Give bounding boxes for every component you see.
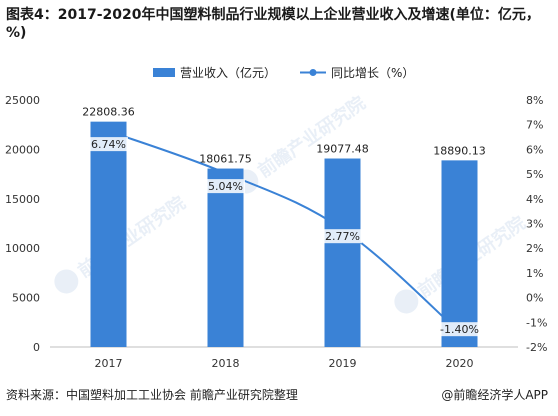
bar-value-label: 18061.75: [199, 153, 252, 166]
y-right-tick-label: 8%: [526, 94, 543, 107]
bar-value-label: 22808.36: [82, 106, 135, 119]
bar-value-label: 19077.48: [316, 143, 369, 156]
y-right-tick-label: 4%: [526, 193, 543, 206]
y-right-tick-label: 7%: [526, 119, 543, 132]
y-right-tick-label: 1%: [526, 267, 543, 280]
bar-2018: [207, 168, 244, 347]
y-right-tick-label: 0%: [526, 292, 543, 305]
growth-point-2018: [222, 169, 229, 177]
y-right-tick-label: 3%: [526, 218, 543, 231]
line-label-bg: [436, 322, 483, 337]
chart-title: 图表4：2017-2020年中国塑料制品行业规模以上企业营业收入及增速(单位：亿…: [6, 7, 540, 41]
line-value-label: -1.40%: [440, 323, 479, 336]
y-left-tick-label: 25000: [5, 94, 40, 107]
source-text: 资料来源：中国塑料加工工业协会 前瞻产业研究院整理: [6, 388, 298, 402]
y-left-tick-label: 20000: [5, 143, 40, 156]
line-label-bg: [89, 137, 128, 152]
line-value-label: 6.74%: [91, 138, 126, 151]
y-right-tick-label: 6%: [526, 143, 543, 156]
publisher-credit: @前瞻经济学人APP: [441, 388, 548, 402]
y-right-tick-label: 2%: [526, 242, 543, 255]
y-right-tick-label: -2%: [526, 341, 547, 354]
source-note: 资料来源：中国塑料加工工业协会 前瞻产业研究院整理 @前瞻经济学人APP: [6, 386, 552, 403]
growth-line: [108, 130, 461, 333]
bar-2017: [90, 121, 127, 347]
qianzhan-logo-icon: [394, 289, 419, 314]
line-label-bg: [206, 179, 245, 194]
legend-bar-swatch: [153, 68, 175, 77]
y-right-tick-label: -1%: [526, 316, 547, 329]
line-label-bg: [323, 229, 362, 244]
qianzhan-logo-icon: [54, 269, 79, 294]
x-tick-label: 2017: [95, 357, 123, 370]
bar-2019: [324, 158, 361, 347]
line-value-label: 2.77%: [325, 230, 360, 243]
bar-2020: [441, 160, 478, 347]
x-tick-label: 2018: [212, 357, 240, 370]
x-tick-label: 2019: [329, 357, 357, 370]
x-tick-label: 2020: [446, 357, 474, 370]
legend-line-label: 同比增长（%）: [331, 66, 414, 80]
legend-line-marker: [309, 69, 317, 76]
y-left-tick-label: 0: [33, 341, 40, 354]
y-right-tick-label: 5%: [526, 168, 543, 181]
y-left-tick-label: 15000: [5, 193, 40, 206]
y-left-tick-label: 10000: [5, 242, 40, 255]
y-left-tick-label: 5000: [12, 292, 40, 305]
bar-value-label: 18890.13: [433, 144, 486, 157]
growth-point-2017: [105, 127, 112, 135]
legend-bar-label: 营业收入（亿元）: [180, 65, 276, 80]
line-value-label: 5.04%: [208, 180, 243, 193]
